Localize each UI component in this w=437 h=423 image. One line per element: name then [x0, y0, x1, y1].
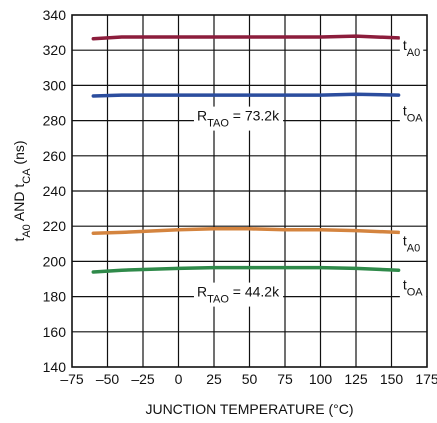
annotation-text: tOA: [403, 102, 423, 124]
subscript-text: TAO: [207, 294, 229, 306]
annotation-text: tOA: [403, 277, 423, 299]
annotation-background: [399, 231, 424, 256]
y-tick-label: 240: [43, 183, 67, 199]
label-text: R: [197, 108, 207, 124]
x-tick-label: 150: [380, 371, 404, 387]
annotation-background: [193, 282, 284, 307]
series-line-2: [91, 92, 401, 98]
series-line-4: [91, 265, 401, 274]
y-tick-label: 260: [43, 148, 67, 164]
label-text: t: [403, 233, 407, 249]
annotation-text: tA0: [403, 233, 420, 255]
annotation-label: tA0: [399, 36, 424, 61]
y-axis-title: tA0 AND tCA (ns): [11, 140, 33, 241]
x-tick-label: –25: [131, 371, 155, 387]
x-tick-label: 25: [206, 371, 222, 387]
subscript-text: OA: [407, 112, 424, 124]
label-text: = 44.2k: [229, 284, 280, 300]
annotation-text: RTAO = 73.2k: [197, 108, 280, 130]
series-line-1: [91, 34, 401, 41]
subscript-text: OA: [407, 287, 424, 299]
x-tick-label: 50: [242, 371, 258, 387]
annotation-label: tA0: [399, 231, 424, 256]
label-text: R: [197, 284, 207, 300]
y-tick-label: 220: [43, 218, 67, 234]
y-tick-labels: 140 160 180 200 220 240 260 280 300 320 340: [43, 7, 67, 375]
subscript-text: A0: [407, 243, 420, 255]
annotation-text: RTAO = 44.2k: [197, 284, 280, 306]
label-text: (ns): [11, 140, 27, 168]
plot-frame: [71, 14, 428, 368]
annotation-label: RTAO = 44.2k: [193, 282, 284, 307]
y-tick-label: 280: [43, 113, 67, 129]
subscript-text: A0: [21, 224, 33, 237]
y-tick-label: 180: [43, 289, 67, 305]
label-text: t: [11, 238, 27, 242]
y-tick-label: 160: [43, 324, 67, 340]
x-tick-label: 75: [277, 371, 293, 387]
subscript-text: A0: [407, 47, 420, 59]
subscript-text: TAO: [207, 118, 229, 130]
annotation-label: tOA: [399, 101, 427, 126]
series-group: [91, 34, 401, 274]
annotation-background: [399, 101, 427, 126]
annotation-text: tA0: [403, 37, 420, 59]
y-tick-label: 340: [43, 7, 67, 23]
annotation-background: [399, 36, 424, 61]
label-text: t: [403, 37, 407, 53]
subscript-text: CA: [21, 168, 33, 184]
annotation-background: [399, 275, 427, 300]
x-tick-label: 100: [309, 371, 333, 387]
x-tick-labels: –75 –50 –25 0 25 50 75 100 125 150 175: [60, 371, 437, 387]
x-axis-title: JUNCTION TEMPERATURE (°C): [145, 401, 353, 417]
label-text: = 73.2k: [229, 108, 280, 124]
y-tick-label: 140: [43, 359, 67, 375]
x-tick-label: –75: [60, 371, 84, 387]
x-tick-label: 175: [415, 371, 437, 387]
series-line-3: [91, 227, 401, 235]
label-text: AND t: [11, 184, 27, 225]
x-tick-label: –50: [96, 371, 120, 387]
x-tick-label: 125: [344, 371, 368, 387]
annotation-background: [193, 106, 284, 131]
annotation-label: RTAO = 73.2k: [193, 106, 284, 131]
annotation-label: tOA: [399, 275, 427, 300]
label-text: t: [403, 102, 407, 118]
label-text: t: [403, 277, 407, 293]
x-tick-label: 0: [175, 371, 183, 387]
y-tick-label: 200: [43, 253, 67, 269]
y-tick-label: 300: [43, 77, 67, 93]
y-tick-label: 320: [43, 42, 67, 58]
